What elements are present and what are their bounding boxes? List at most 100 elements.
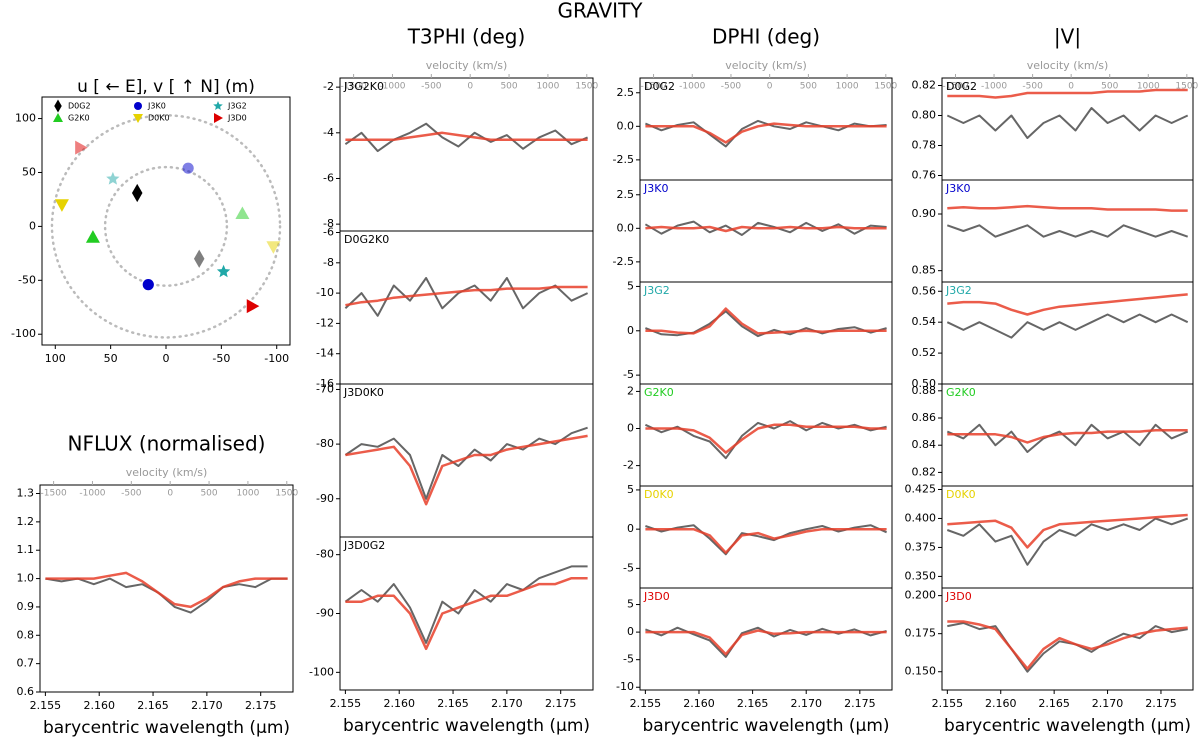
panel-label: J3D0 [945,590,972,603]
plot-background [640,588,892,690]
legend-marker [134,102,142,110]
plot-background [340,78,593,231]
y-tick-label: -14 [316,347,334,360]
x-tick-label: 2.160 [383,697,415,710]
model-line [645,122,887,144]
plot-frame [941,587,1194,691]
y-tick-label: 0.86 [912,411,937,424]
panel-label: G2K0 [644,386,674,399]
x2-tick-label: 1000 [836,82,859,92]
y-tick-label: 0.375 [905,540,937,553]
model-line [345,131,588,141]
model-line [345,576,588,651]
y-tick-label: -5 [623,561,634,574]
y-tick-label: -6 [323,226,334,239]
x2-tick-label: -1000 [79,489,105,499]
panel-label: D0K0 [946,488,976,501]
x2-axis-label: velocity (km/s) [426,59,508,72]
x2-tick-label: 1500 [874,82,897,92]
uv-point [193,249,205,268]
y-tick-label: 0.50 [912,377,937,390]
y-tick-label: 1.2 [17,515,35,528]
x2-axis-label: velocity (km/s) [1027,59,1109,72]
y-tick-label: 0 [627,625,634,638]
x-tick-label: 2.170 [1092,697,1124,710]
x2-tick-label: -1000 [981,82,1007,92]
data-line [344,277,589,317]
x-tick-label: 2.175 [545,697,577,710]
x-axis-label: barycentric wavelength (μm) [944,716,1191,736]
x-tick-label: 100 [45,352,66,365]
y-tick-label: 0.200 [905,589,937,602]
uv-point [266,241,281,254]
data-line [946,517,1189,566]
x2-tick-label: 1500 [575,82,598,92]
plot-background [40,485,293,692]
model-line [345,285,588,307]
data-line [344,122,588,153]
x2-tick-label: 1000 [236,489,259,499]
baseline-circle [50,114,282,339]
x-tick-label: 2.155 [932,697,964,710]
plot-background [640,180,892,282]
data-line [946,107,1189,139]
x-tick-label: 2.175 [1145,697,1177,710]
y-tick-label: 5 [627,279,634,292]
y-tick-label: 0.56 [912,284,937,297]
y-tick-label: -90 [316,492,334,505]
x-axis-label: barycentric wavelength (μm) [343,716,590,736]
x2-tick-label: -500 [721,82,742,92]
data-line [946,224,1189,238]
uv-point [246,299,260,314]
x2-tick-label: 500 [800,82,817,92]
y-tick-label: -5 [623,653,634,666]
x-tick-label: 2.165 [1038,697,1070,710]
y-tick-label: 100 [15,112,36,125]
legend-label: J3K0 [147,102,166,111]
y-tick-label: -90 [316,607,334,620]
x-tick-label: 2.160 [985,697,1017,710]
y-tick-label: 0.82 [912,79,937,92]
plot-frame [639,587,893,691]
model-line [45,571,288,609]
y-tick-label: 0.0 [617,221,635,234]
uv-point [54,199,69,212]
model-line [947,620,1188,670]
uv-point [106,171,120,185]
panel-title: DPHI (deg) [712,25,820,49]
uv-point [182,162,194,174]
x2-tick-label: 1000 [1137,82,1160,92]
model-line [645,527,887,554]
x-tick-label: 2.160 [83,699,115,712]
y-tick-label: -4 [323,126,334,139]
x2-tick-label: -1500 [41,489,67,499]
y-tick-label: 0.350 [905,569,937,582]
uv-point [216,264,231,278]
y-tick-label: -10 [316,286,334,299]
y-tick-label: -5 [623,368,634,381]
x-tick-label: 2.160 [683,697,715,710]
y-tick-label: -12 [316,316,334,329]
plot-background [942,486,1193,588]
x-tick-label: 2.155 [630,697,662,710]
x-tick-label: 2.170 [491,697,523,710]
x2-tick-label: -1000 [679,82,705,92]
plot-background [640,384,892,486]
panel-label: J3K0 [945,182,970,195]
y-tick-label: -50 [18,273,36,286]
y-tick-label: 1.0 [17,572,35,585]
y-tick-label: 0 [29,219,36,232]
plot-background [942,588,1193,690]
data-line [946,313,1189,339]
x2-tick-label: 0 [467,82,473,92]
y-tick-label: -2.5 [613,153,634,166]
x2-tick-label: 500 [1101,82,1118,92]
panel-label: J3G2K0 [343,80,384,93]
y-tick-label: 0.400 [905,511,937,524]
y-tick-label: 0.54 [912,315,937,328]
panel-label: D0K0 [644,488,674,501]
y-tick-label: 0.85 [912,264,937,277]
model-line [947,293,1188,316]
panel-title: |V| [1054,25,1081,49]
y-tick-label: 0.425 [905,482,937,495]
